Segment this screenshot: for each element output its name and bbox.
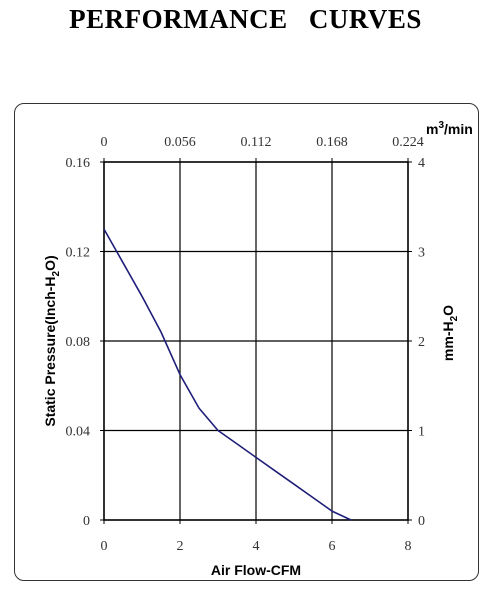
x-tick-label: 2	[177, 539, 184, 554]
series-line	[103, 228, 352, 521]
x-tick-label: 6	[329, 539, 336, 554]
y2-tick-label: 1	[418, 425, 425, 440]
page-title: PERFORMANCE CURVES	[69, 4, 422, 34]
y2-tick-label: 0	[418, 514, 425, 529]
labels-layer: 0 2 4 6 80 0.056 0.112 0.168 0.22400.040.080.120…	[42, 120, 473, 578]
y-tick-label: 0.16	[66, 156, 91, 171]
x2-tick-label: 0.112	[241, 135, 272, 150]
y-tick-label: 0.08	[66, 335, 91, 350]
series-layer	[103, 228, 352, 521]
x-tick-label: 8	[405, 539, 412, 554]
y-axis-label: Static Pressure(Inch-H2O)	[42, 255, 62, 426]
x-axis-label: Air Flow-CFM	[211, 562, 301, 578]
x2-tick-label: 0.056	[164, 135, 196, 150]
x2-tick-label: 0.168	[316, 135, 348, 150]
y2-tick-label: 2	[418, 335, 425, 350]
grid-layer	[104, 162, 408, 520]
x2-tick-label: 0.224	[392, 135, 424, 150]
x-tick-label: 0	[101, 539, 108, 554]
y2-tick-label: 3	[418, 246, 425, 261]
y-tick-label: 0.04	[66, 425, 91, 440]
y2-axis-label: mm-H2O	[440, 305, 460, 361]
x2-axis-label: m3/min	[426, 120, 473, 137]
y2-tick-label: 4	[418, 156, 425, 171]
y-tick-label: 0.12	[66, 246, 91, 261]
y-tick-label: 0	[83, 514, 90, 529]
chart-frame	[14, 103, 479, 581]
x-tick-label: 4	[253, 539, 260, 554]
x2-tick-label: 0	[101, 135, 108, 150]
axes-layer	[100, 158, 412, 524]
